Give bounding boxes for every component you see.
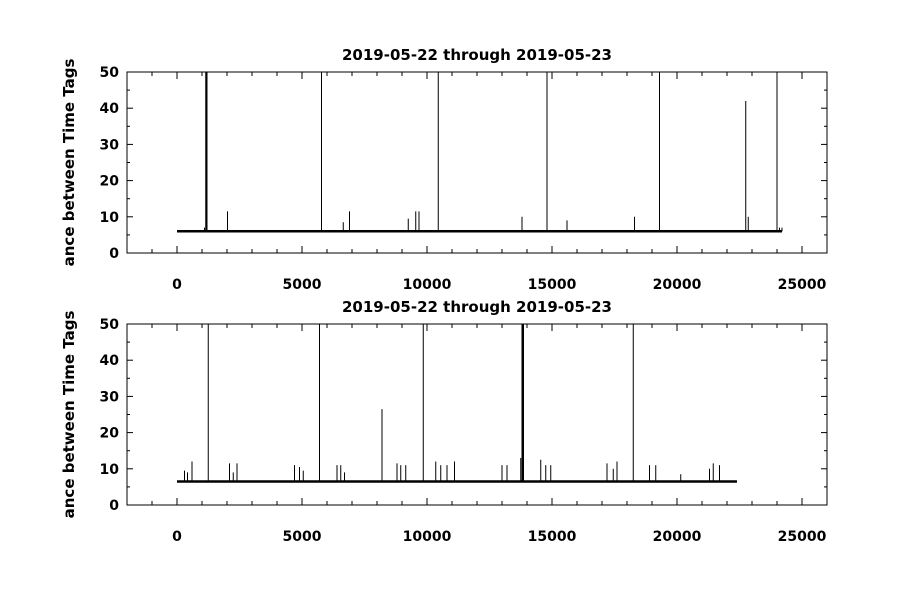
y-tick-label: 40	[100, 101, 120, 117]
y-tick-label: 50	[100, 65, 120, 81]
y-tick-label: 20	[100, 174, 120, 190]
chart-panel-bottom: 2019-05-22 through 2019-05-23 ance betwee…	[60, 298, 828, 545]
x-tick-label: 20000	[653, 277, 702, 293]
x-tick-label: 25000	[778, 277, 827, 293]
x-tick-label: 5000	[283, 277, 322, 293]
x-tick-label: 0	[172, 529, 182, 545]
y-tick-label: 30	[100, 389, 120, 405]
y-tick-label: 30	[100, 137, 120, 153]
chart-title: 2019-05-22 through 2019-05-23	[342, 46, 612, 64]
y-tick-label: 0	[109, 246, 119, 262]
x-tick-label: 10000	[403, 277, 452, 293]
x-tick-label: 25000	[778, 529, 827, 545]
chart-panel-top: 2019-05-22 through 2019-05-23 ance betwee…	[60, 46, 828, 293]
x-tick-label: 15000	[528, 529, 577, 545]
plot-frame	[126, 71, 828, 254]
y-tick-label: 50	[100, 317, 120, 333]
x-tick-label: 0	[172, 277, 182, 293]
x-tick-label: 5000	[283, 529, 322, 545]
y-tick-label: 0	[109, 498, 119, 514]
y-tick-label: 20	[100, 426, 120, 442]
plot-frame	[126, 323, 828, 506]
y-tick-label: 10	[100, 210, 120, 226]
y-axis-label: ance between Time Tags	[60, 311, 78, 519]
chart-title: 2019-05-22 through 2019-05-23	[342, 298, 612, 316]
x-tick-label: 20000	[653, 529, 702, 545]
x-tick-label: 10000	[403, 529, 452, 545]
x-tick-label: 15000	[528, 277, 577, 293]
y-axis-label: ance between Time Tags	[60, 59, 78, 267]
y-tick-label: 40	[100, 353, 120, 369]
y-tick-label: 10	[100, 462, 120, 478]
